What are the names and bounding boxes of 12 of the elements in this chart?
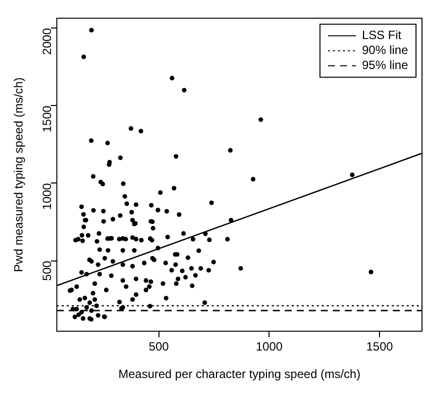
x-tick-label: 1500 — [366, 340, 394, 354]
legend-label: 95% line — [362, 58, 408, 72]
legend-label: 90% line — [362, 43, 408, 58]
y-tick-label: 500 — [40, 260, 54, 281]
y-axis-title: Pwd measured typing speed (ms/ch) — [12, 77, 26, 272]
y-tick-label: 2000 — [40, 28, 54, 55]
legend-label: LSS Fit — [362, 28, 402, 42]
y-tick-label: 1000 — [40, 182, 54, 210]
x-axis-title: Measured per character typing speed (ms/ch) — [118, 367, 360, 382]
x-tick-label: 500 — [148, 340, 170, 354]
y-tick-label: 1500 — [40, 105, 54, 132]
x-tick-label: 1000 — [256, 340, 283, 354]
